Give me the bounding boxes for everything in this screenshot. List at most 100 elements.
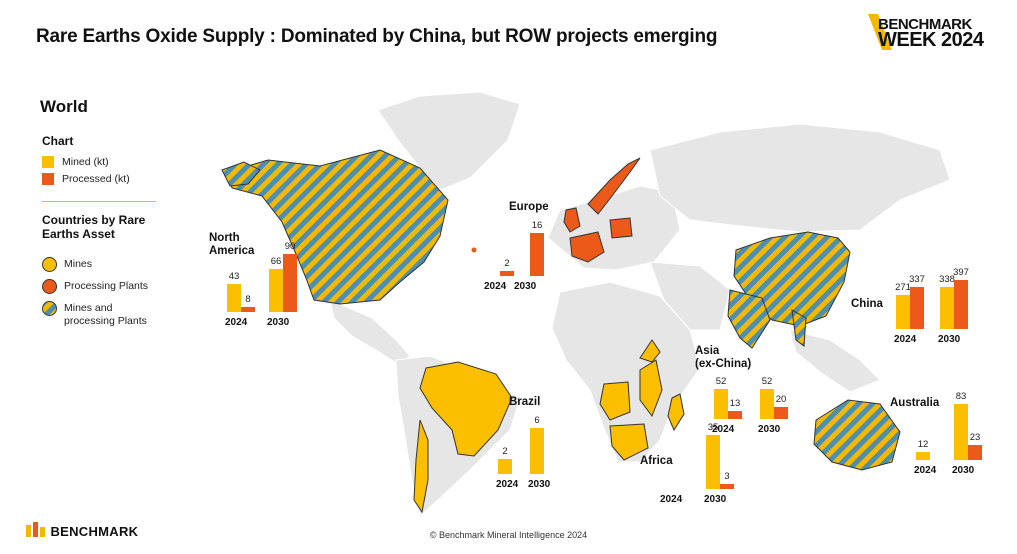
year-label: 2024	[894, 334, 917, 345]
legend-both-label-2: processing Plants	[64, 315, 147, 327]
bar-mined	[760, 388, 774, 419]
south-africa-shape	[609, 423, 649, 461]
bar-processed	[530, 232, 544, 276]
year-label: 2024	[660, 494, 683, 505]
data-label: 35	[707, 421, 719, 433]
legend-mined-label: Mined (kt)	[62, 156, 109, 168]
region-label: China	[851, 298, 883, 310]
mines-dot-icon	[42, 257, 57, 272]
data-label: 2	[504, 257, 510, 269]
data-label: 8	[245, 293, 251, 305]
year-label: 2030	[758, 424, 781, 435]
legend-chart-heading: Chart	[42, 134, 74, 148]
madagascar-shape	[667, 393, 685, 432]
year-label: 2024	[712, 424, 735, 435]
data-label: 52	[715, 375, 727, 387]
legend-divider	[42, 201, 156, 202]
region-label: Brazil	[509, 396, 541, 408]
data-label: 397	[953, 266, 969, 278]
processed-swatch-icon	[42, 173, 54, 185]
year-label: 2030	[528, 479, 551, 490]
legend-processed-label: Processed (kt)	[62, 173, 130, 185]
data-label: 90	[284, 240, 296, 252]
data-label: 12	[917, 438, 929, 450]
bar-processed	[954, 279, 968, 329]
plants-dot-icon	[42, 279, 57, 294]
bar-mined	[530, 427, 544, 474]
bar-processed	[241, 306, 255, 312]
map-title: World	[40, 97, 88, 116]
bar-mined	[940, 287, 954, 329]
bar-mined	[954, 404, 968, 460]
norway-shape	[587, 157, 641, 215]
footer-logo-text: BENCHMARK	[50, 524, 139, 539]
data-label: 20	[775, 394, 787, 406]
poland-shape	[609, 217, 633, 239]
alaska-shape	[221, 161, 261, 187]
data-label: 338	[939, 274, 955, 286]
benchmark-footer-logo: BENCHMARK	[26, 522, 138, 541]
region-label: America	[209, 245, 255, 257]
russia-shape	[649, 123, 951, 233]
legend-assets-heading-1: Countries by Rare	[42, 213, 146, 227]
region-label: Australia	[890, 397, 940, 409]
page-title: Rare Earths Oxide Supply : Dominated by …	[36, 26, 718, 47]
mines-and-plants-dot-icon	[42, 301, 57, 316]
data-label: 2	[502, 445, 508, 457]
year-label: 2030	[267, 317, 290, 328]
angola-shape	[599, 381, 631, 421]
brazil-shape	[419, 361, 513, 457]
bar-processed	[774, 407, 788, 419]
region-label: (ex-China)	[695, 358, 752, 370]
year-label: 2030	[514, 281, 537, 292]
benchmark-week-logo: BENCHMARK WEEK 2024	[866, 14, 1006, 51]
year-label: 2030	[704, 494, 727, 505]
data-label: 13	[729, 398, 741, 410]
bar-mined	[714, 388, 728, 419]
data-label: 23	[969, 431, 981, 443]
data-label: 3	[724, 471, 730, 483]
australia-shape	[813, 399, 901, 471]
bar-processed	[968, 444, 982, 460]
uk-shape	[563, 207, 581, 233]
southeast-asia-shape	[789, 329, 881, 393]
bar-processed	[728, 411, 742, 419]
bar-mined	[896, 295, 910, 329]
africa-bg-shape	[551, 281, 701, 463]
tanzania-shape	[639, 339, 661, 363]
mozambique-shape	[639, 359, 663, 418]
year-label: 2030	[938, 334, 961, 345]
bar-mined	[227, 284, 241, 312]
bar-processed	[283, 253, 297, 312]
year-label: 2024	[225, 317, 248, 328]
mined-swatch-icon	[42, 156, 54, 168]
canada-usa-shape	[227, 149, 449, 305]
island-dot	[471, 247, 477, 253]
region-label: Europe	[509, 201, 549, 213]
data-label: 6	[534, 414, 540, 426]
bar-processed	[910, 287, 924, 329]
bar-mined	[269, 269, 283, 312]
legend-mines-label: Mines	[64, 258, 93, 270]
vietnam-shape	[791, 309, 807, 347]
data-label: 271	[895, 282, 911, 294]
bar-mined	[706, 434, 720, 489]
greenland-shape	[377, 91, 521, 191]
chile-shape	[413, 419, 429, 514]
benchmark-logo-icon	[26, 522, 45, 537]
region-label: Africa	[640, 455, 673, 467]
bar-mined	[498, 458, 512, 474]
data-label: 66	[270, 256, 282, 268]
data-label: 337	[909, 274, 925, 286]
year-label: 2024	[496, 479, 519, 490]
year-label: 2024	[914, 465, 937, 476]
bar-mined	[916, 451, 930, 460]
data-label: 16	[531, 219, 543, 231]
data-label: 83	[955, 391, 967, 403]
legend-plants-label: Processing Plants	[64, 280, 149, 292]
legend-assets-heading-2: Earths Asset	[42, 227, 115, 241]
central-america-shape	[329, 299, 411, 365]
year-label: 2030	[952, 465, 975, 476]
year-label: 2024	[484, 281, 507, 292]
